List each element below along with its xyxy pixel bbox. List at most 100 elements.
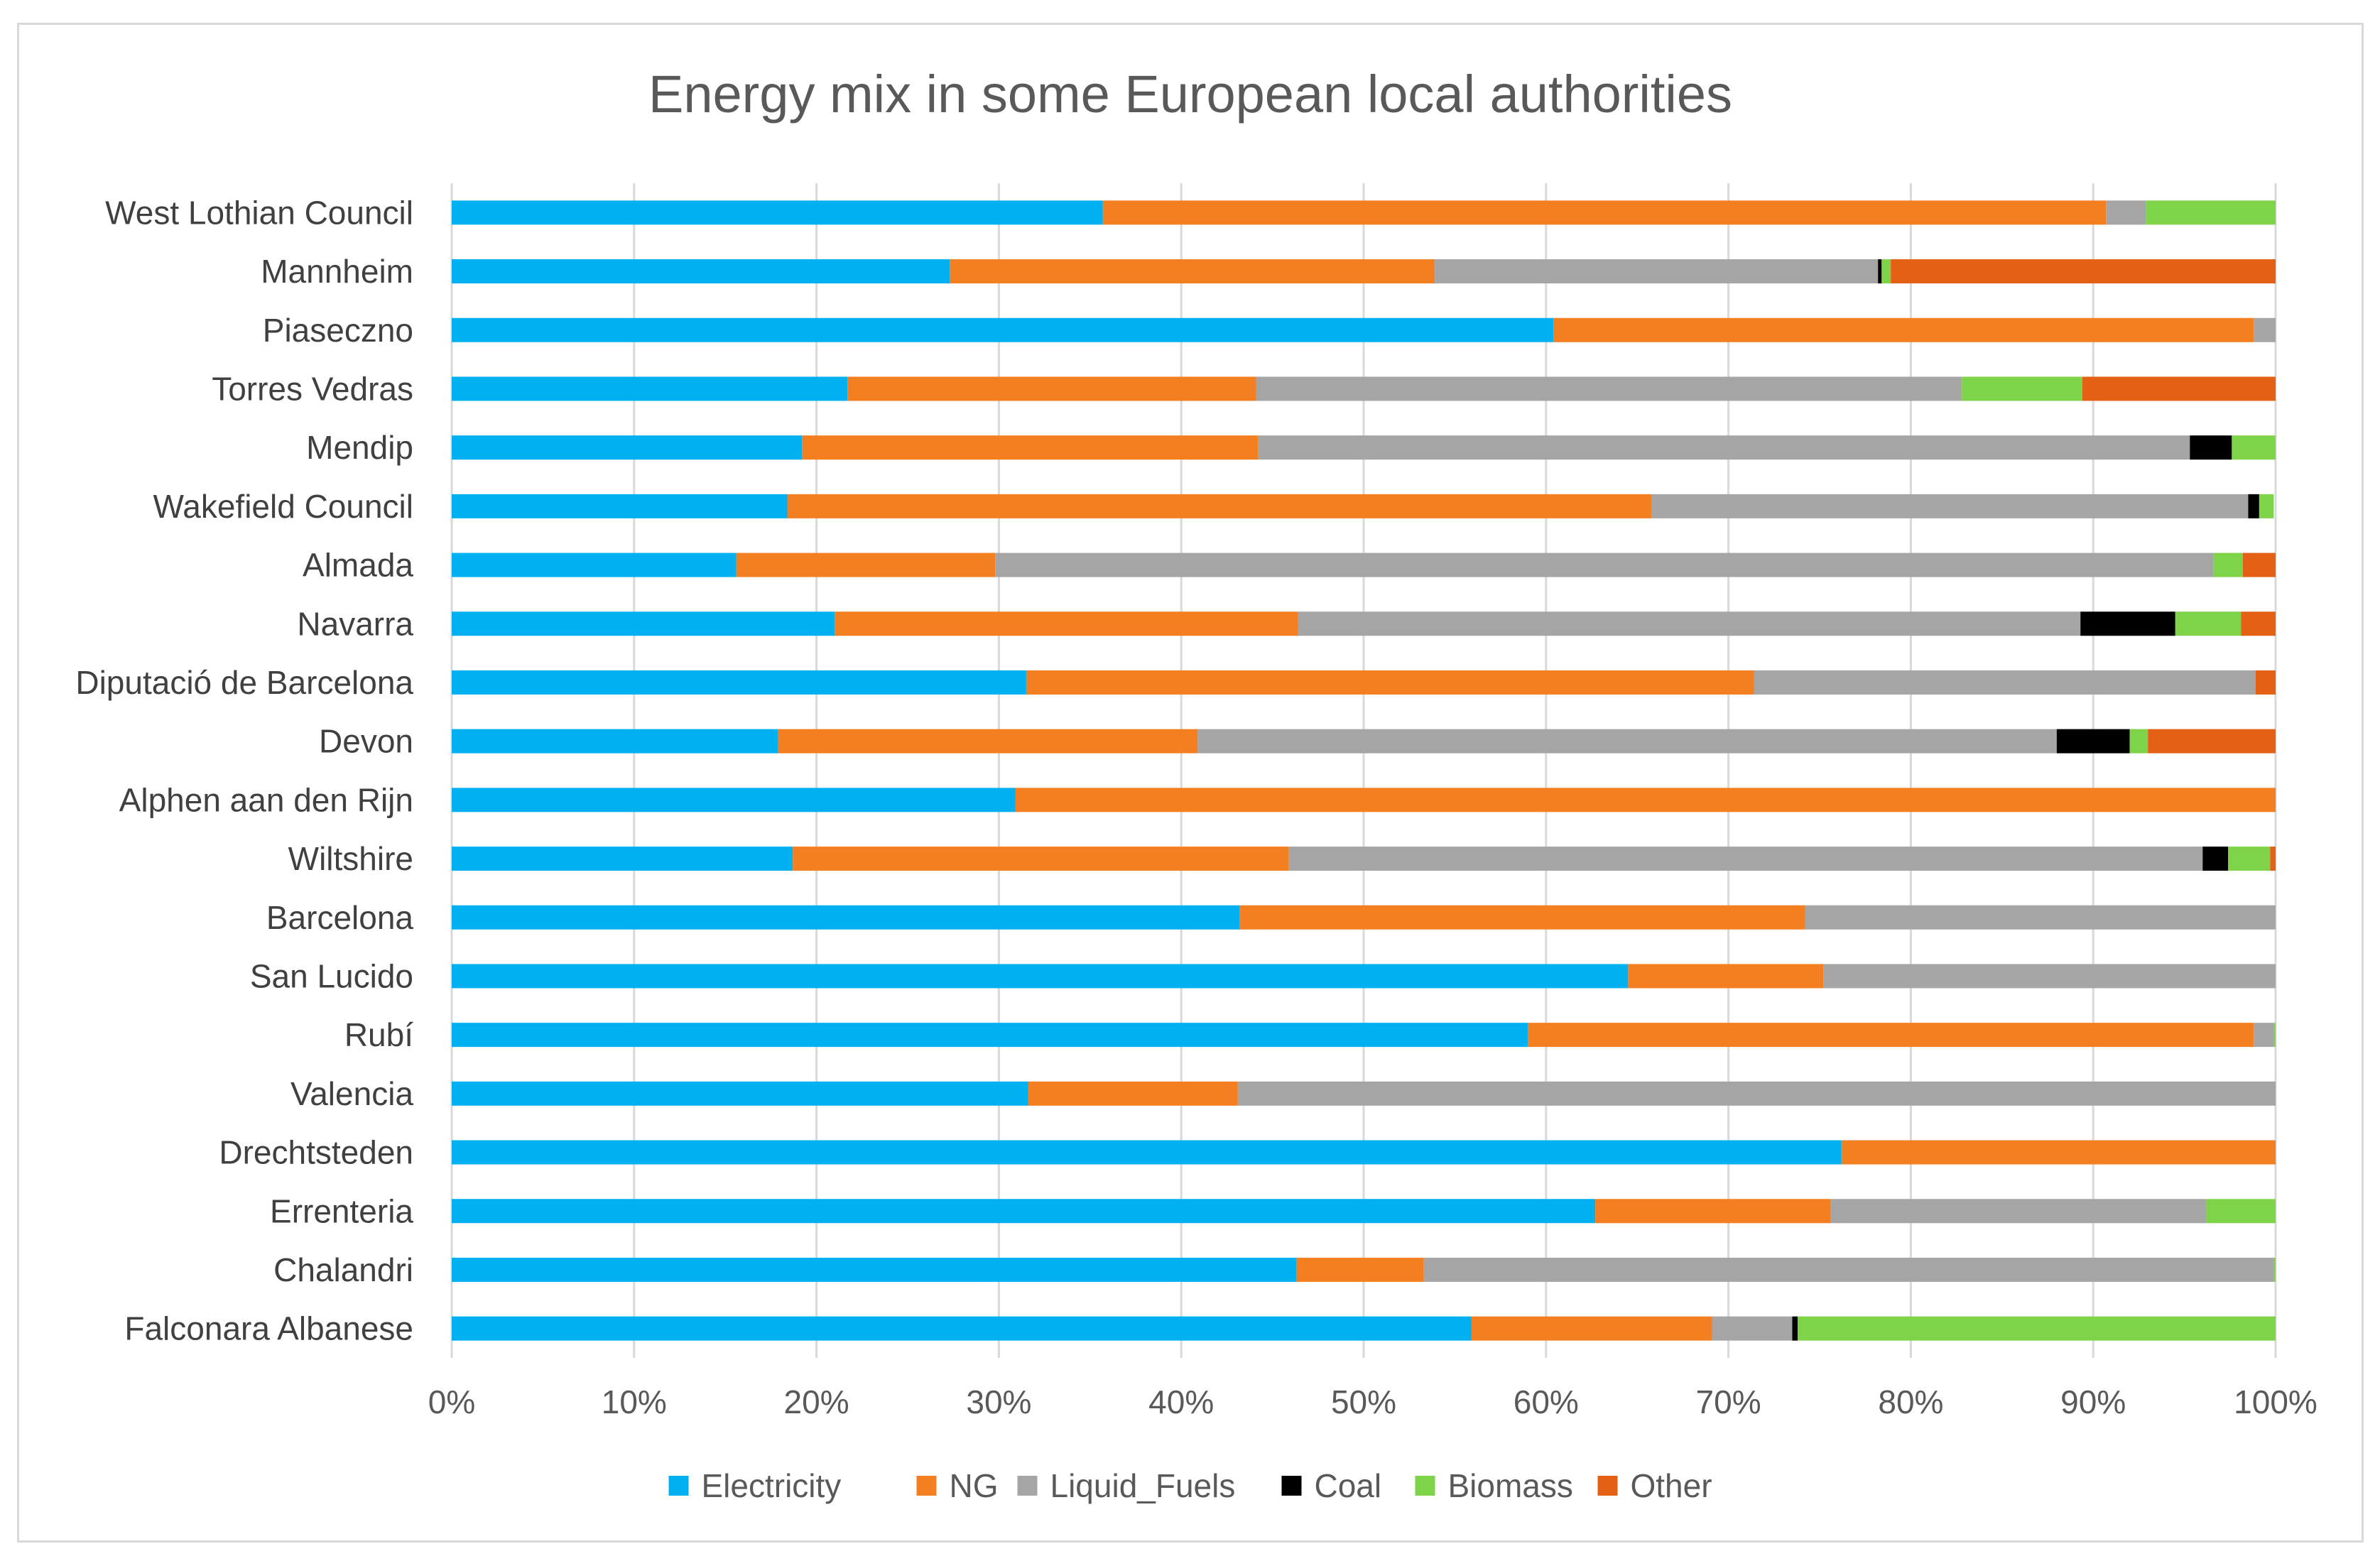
legend-swatch [1597, 1476, 1618, 1496]
bar-row [452, 376, 2276, 401]
x-tick-label: 100% [2234, 1383, 2317, 1420]
legend-swatch [916, 1476, 937, 1496]
bar-segment-electricity [452, 376, 848, 401]
bar-segment-electricity [452, 200, 1103, 225]
bar-row [452, 317, 2276, 342]
bar-row [452, 1081, 2276, 1106]
bar-segment-liquid-fuels [1435, 259, 1879, 284]
bar-row [452, 847, 2276, 871]
bar-segment-electricity [452, 729, 778, 754]
bar-segment-liquid-fuels [2106, 200, 2146, 225]
x-tick-label: 80% [1878, 1383, 1943, 1420]
legend: Electricity NG Liquid_Fuels Coal Biomass Othe… [668, 1467, 1712, 1504]
bar-segment-biomass [2146, 200, 2276, 225]
bar-row [452, 611, 2276, 636]
bar-segment-other [2082, 376, 2276, 401]
bar-segment-electricity [452, 1199, 1596, 1224]
bar-row [452, 964, 2276, 989]
bar-row [452, 670, 2276, 695]
legend-label: Other [1631, 1467, 1712, 1504]
category-label: Mannheim [261, 253, 413, 290]
bar-segment-electricity [452, 964, 1629, 989]
bar-segment-coal [2248, 494, 2259, 518]
bar-segment-biomass [1798, 1316, 2276, 1341]
x-tick-label: 40% [1148, 1383, 1214, 1420]
bar-segment-liquid-fuels [1423, 1257, 2274, 1282]
bar-segment-biomass [2129, 729, 2148, 754]
bar-segment-ng [736, 553, 996, 577]
bar-segment-other [1891, 259, 2276, 284]
bar-segment-coal [2056, 729, 2130, 754]
x-tick-label: 70% [1696, 1383, 1761, 1420]
bar-row [452, 259, 2276, 284]
x-tick-label: 50% [1331, 1383, 1396, 1420]
bar-segment-other [2242, 553, 2276, 577]
legend-label: Liquid_Fuels [1050, 1467, 1236, 1504]
bar-segment-biomass [2259, 494, 2274, 518]
bar-segment-biomass [2232, 435, 2276, 460]
bar-segment-liquid-fuels [1237, 1081, 2276, 1106]
bar-segment-coal [1878, 259, 1882, 284]
bar-segment-electricity [452, 1023, 1528, 1048]
bar-segment-liquid-fuels [1298, 611, 2081, 636]
category-label: Piaseczno [263, 312, 413, 349]
bar-segment-liquid-fuels [2254, 317, 2276, 342]
category-label: Wakefield Council [153, 488, 413, 525]
legend-swatch [1281, 1476, 1302, 1496]
x-tick-label: 20% [784, 1383, 849, 1420]
bar-segment-electricity [452, 1140, 1842, 1165]
bar-row [452, 494, 2274, 518]
bar-segment-electricity [452, 847, 793, 871]
category-label: Mendip [306, 429, 413, 466]
bar-segment-biomass [2228, 847, 2271, 871]
x-tick-labels: 0% 10% 20% 30% 40% 50% 60% 70% 80% 90% 100% [428, 1383, 2317, 1420]
bar-segment-liquid-fuels [1712, 1316, 1793, 1341]
bar-segment-ng [1528, 1023, 2254, 1048]
bar-segment-electricity [452, 788, 1016, 812]
bar-row [452, 1023, 2276, 1048]
category-label: Errenteria [270, 1192, 413, 1229]
bar-segment-electricity [452, 435, 803, 460]
bar-segment-biomass [2206, 1199, 2276, 1224]
bar-segment-liquid-fuels [1754, 670, 2256, 695]
bar-segment-liquid-fuels [1258, 435, 2190, 460]
bar-segment-electricity [452, 1316, 1472, 1341]
bar-segment-ng [1471, 1316, 1712, 1341]
bar-segment-liquid-fuels [1288, 847, 2203, 871]
legend-label: Coal [1315, 1467, 1382, 1504]
bar-segment-other [2148, 729, 2276, 754]
bar-row [452, 729, 2276, 754]
bar-segment-other [2270, 847, 2276, 871]
x-tick-label: 60% [1514, 1383, 1579, 1420]
category-labels: West Lothian Council Mannheim Piaseczno Tor… [75, 194, 413, 1347]
bar-segment-electricity [452, 494, 788, 518]
bar-segment-biomass [2175, 611, 2242, 636]
x-tick-label: 30% [966, 1383, 1031, 1420]
bar-segment-coal [2080, 611, 2175, 636]
chart-title: Energy mix in some European local author… [648, 65, 1732, 124]
category-label: Navarra [297, 605, 413, 642]
bar-row [452, 435, 2276, 460]
bar-segment-liquid-fuels [1830, 1199, 2207, 1224]
category-label: Diputació de Barcelona [75, 664, 413, 701]
x-tick-label: 10% [602, 1383, 667, 1420]
category-label: Wiltshire [288, 840, 413, 877]
bar-row [452, 553, 2276, 577]
bar-segment-ng [1595, 1199, 1831, 1224]
bar-segment-ng [787, 494, 1652, 518]
category-label: Torres Vedras [212, 370, 413, 407]
x-tick-label: 0% [428, 1383, 475, 1420]
bar-segment-coal [1792, 1316, 1798, 1341]
bar-segment-other [2241, 611, 2276, 636]
gridlines [450, 183, 2277, 1358]
legend-item-coal: Coal [1281, 1467, 1382, 1504]
bar-segment-electricity [452, 611, 835, 636]
bar-segment-ng [1102, 200, 2107, 225]
bar-segment-biomass [2273, 1023, 2276, 1048]
bar-segment-other [2255, 670, 2276, 695]
bar-segment-liquid-fuels [1256, 376, 1962, 401]
category-label: Chalandri [273, 1251, 413, 1288]
category-label: San Lucido [250, 957, 413, 994]
bar-segment-liquid-fuels [1197, 729, 2057, 754]
